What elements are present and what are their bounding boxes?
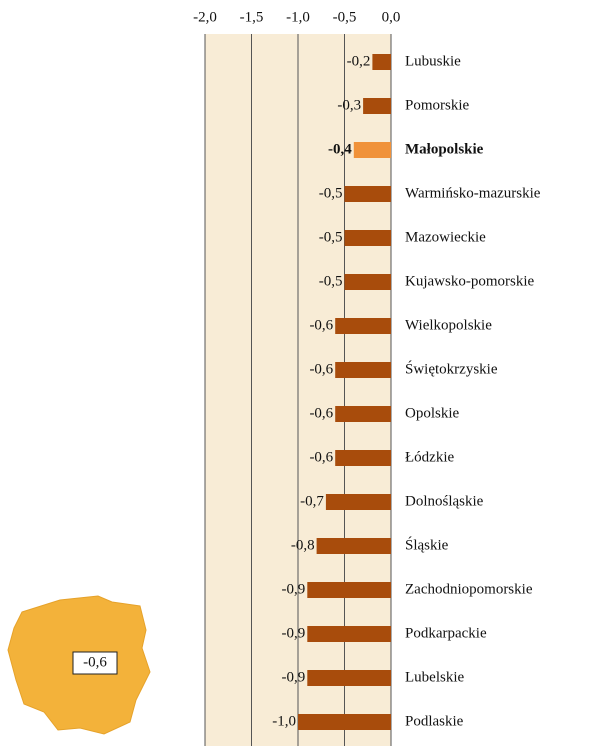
x-tick-label: -1,5 (240, 9, 264, 25)
x-tick-label: 0,0 (382, 9, 401, 25)
inset-label-box (72, 651, 118, 675)
category-label: Świętokrzyskie (405, 360, 498, 377)
x-tick-label: -2,0 (193, 9, 217, 25)
value-label: -0,6 (309, 361, 333, 377)
value-label: -0,7 (300, 493, 324, 509)
category-label: Podkarpackie (405, 625, 487, 641)
bar (298, 714, 391, 730)
category-label: Opolskie (405, 405, 460, 421)
value-label: -0,9 (282, 669, 306, 685)
value-label: -0,5 (319, 185, 343, 201)
value-label: -0,2 (347, 53, 371, 69)
value-label: -1,0 (272, 713, 296, 729)
category-label: Zachodniopomorskie (405, 581, 533, 597)
category-label: Warmińsko-mazurskie (405, 185, 541, 201)
category-label: Łódzkie (405, 449, 454, 465)
bar (325, 494, 391, 510)
bar (335, 406, 391, 422)
bar (316, 538, 391, 554)
bar (335, 318, 391, 334)
category-label: Pomorskie (405, 97, 470, 113)
category-label: Śląskie (405, 536, 449, 553)
category-label: Wielkopolskie (405, 317, 492, 333)
category-label: Dolnośląskie (405, 493, 484, 509)
bar (363, 98, 391, 114)
bar (307, 582, 391, 598)
value-label: -0,6 (309, 449, 333, 465)
value-label: -0,4 (328, 141, 352, 157)
bar (344, 230, 391, 246)
category-label: Małopolskie (405, 141, 484, 157)
bar (335, 362, 391, 378)
bar (344, 274, 391, 290)
bar (372, 54, 391, 70)
value-label: -0,5 (319, 229, 343, 245)
x-tick-label: -1,0 (286, 9, 310, 25)
value-label: -0,9 (282, 581, 306, 597)
x-tick-label: -0,5 (333, 9, 357, 25)
category-label: Kujawsko-pomorskie (405, 273, 534, 289)
bar (335, 450, 391, 466)
value-label: -0,8 (291, 537, 315, 553)
category-label: Lubuskie (405, 53, 461, 69)
value-label: -0,6 (309, 317, 333, 333)
bar (344, 186, 391, 202)
value-label: -0,6 (309, 405, 333, 421)
bar (307, 626, 391, 642)
inset-label: -0,6 (83, 654, 107, 670)
value-label: -0,9 (282, 625, 306, 641)
category-label: Podlaskie (405, 713, 464, 729)
value-label: -0,3 (337, 97, 361, 113)
bar (307, 670, 391, 686)
category-label: Mazowieckie (405, 229, 486, 245)
bar (353, 142, 391, 158)
value-label: -0,5 (319, 273, 343, 289)
category-label: Lubelskie (405, 669, 464, 685)
